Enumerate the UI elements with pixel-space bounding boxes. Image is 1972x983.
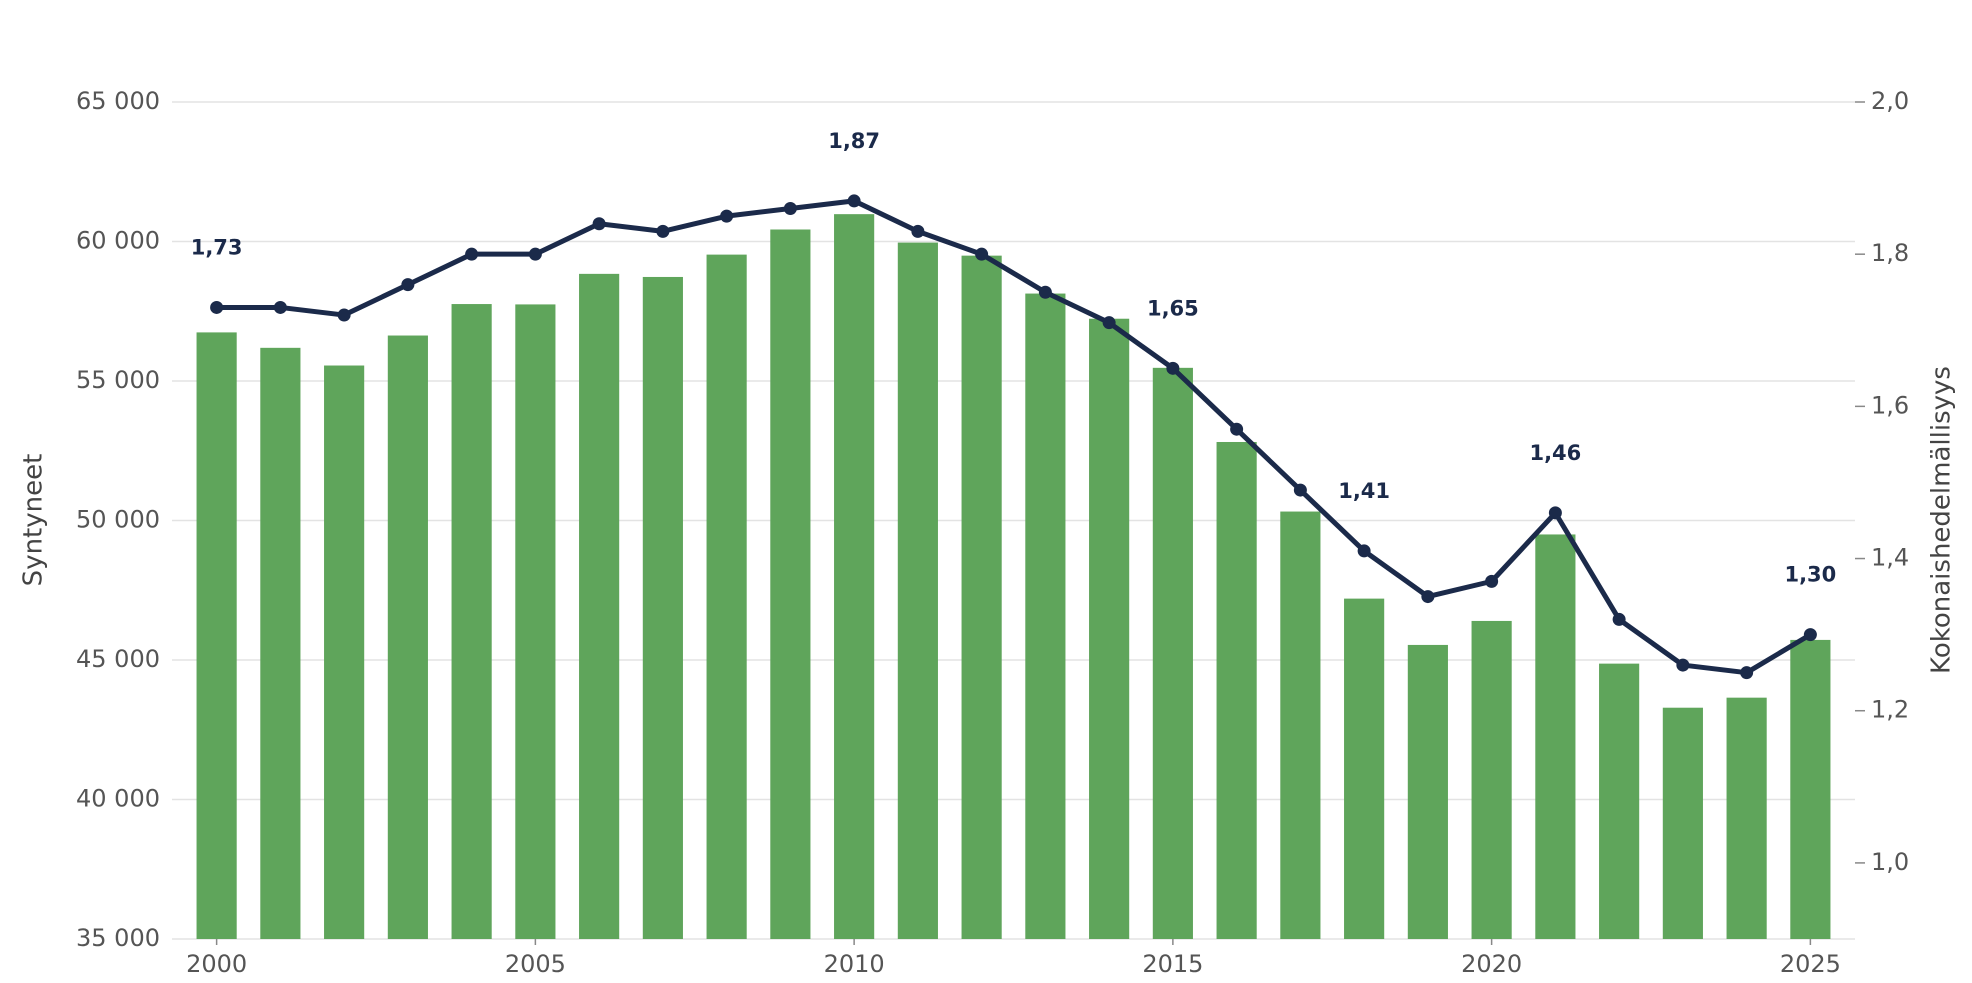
bar [451, 304, 492, 940]
line-point [1485, 574, 1499, 588]
line-point [1293, 483, 1307, 497]
line-point [210, 300, 224, 314]
bar [324, 365, 365, 939]
value-label: 1,30 [1784, 563, 1836, 587]
line-point [465, 247, 479, 261]
line-point [1740, 666, 1754, 680]
line-point [337, 308, 351, 322]
line-point [1166, 361, 1180, 375]
line-point [1230, 422, 1244, 436]
line-point [1612, 612, 1626, 626]
y2-tick-label: 1,4 [1871, 544, 1909, 572]
bar [1471, 620, 1512, 939]
value-label: 1,73 [191, 235, 243, 259]
line-point [1421, 590, 1435, 604]
bar [1089, 318, 1130, 940]
line-point [847, 194, 861, 208]
x-tick-label: 2005 [505, 950, 566, 978]
line-point [592, 217, 606, 231]
value-label: 1,87 [828, 129, 880, 153]
line-point [273, 300, 287, 314]
bar [260, 347, 301, 939]
bar [579, 273, 620, 939]
line-point [1676, 658, 1690, 672]
bar [515, 304, 556, 939]
x-tick-label: 2020 [1461, 950, 1522, 978]
bar [642, 276, 683, 939]
bar [1790, 639, 1831, 939]
value-label: 1,46 [1529, 441, 1581, 465]
y-axis-title: Syntyneet [19, 454, 49, 587]
bar [1280, 511, 1321, 939]
bar [1344, 598, 1385, 939]
value-label: 1,41 [1338, 479, 1390, 503]
y2-axis-title: Kokonaishedelmällisyys [1927, 366, 1957, 674]
bar [897, 242, 938, 939]
y2-tick-label: 1,2 [1871, 696, 1909, 724]
y-tick-label: 65 000 [76, 87, 160, 115]
y-tick-label: 55 000 [76, 366, 160, 394]
bar [706, 254, 747, 939]
bar [1726, 697, 1767, 939]
bar [387, 335, 428, 939]
line-point [975, 247, 989, 261]
bar [1599, 663, 1640, 939]
y-tick-label: 50 000 [76, 506, 160, 534]
y2-tick-label: 2,0 [1871, 87, 1909, 115]
value-label: 1,65 [1147, 296, 1199, 320]
line-point [911, 224, 925, 238]
y-tick-label: 60 000 [76, 227, 160, 255]
bar [1662, 707, 1703, 939]
y-tick-label: 35 000 [76, 924, 160, 952]
bar [1152, 367, 1193, 940]
bar [196, 332, 237, 939]
line-point [1803, 628, 1817, 642]
line-point [1357, 544, 1371, 558]
line-point [1038, 285, 1052, 299]
bar [770, 229, 811, 940]
bar [1535, 534, 1576, 939]
line-point [528, 247, 542, 261]
y2-tick-label: 1,6 [1871, 391, 1909, 419]
x-tick-label: 2015 [1142, 950, 1203, 978]
y-tick-label: 40 000 [76, 785, 160, 813]
y2-tick-label: 1,8 [1871, 239, 1909, 267]
bar [1407, 644, 1448, 939]
line-point [783, 202, 797, 216]
line-point [1102, 316, 1116, 330]
y2-tick-label: 1,0 [1871, 848, 1909, 876]
bar [1025, 293, 1066, 939]
line [216, 198, 1812, 676]
line-point [720, 209, 734, 223]
line-point [401, 278, 415, 292]
x-tick-label: 2025 [1780, 950, 1841, 978]
line-point [1548, 506, 1562, 520]
bar [961, 255, 1002, 940]
x-tick-label: 2000 [186, 950, 247, 978]
bar [834, 214, 875, 939]
bar [1216, 441, 1257, 939]
x-tick-label: 2010 [824, 950, 885, 978]
line-point [656, 224, 670, 238]
y-tick-label: 45 000 [76, 645, 160, 673]
